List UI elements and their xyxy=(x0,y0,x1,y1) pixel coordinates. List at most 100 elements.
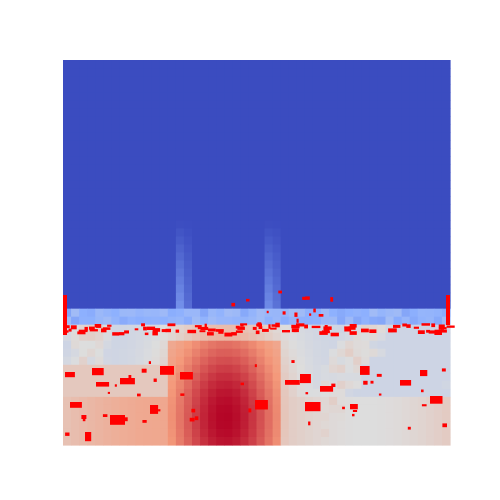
heatmap-cell xyxy=(385,108,395,117)
heatmap-cell xyxy=(280,68,290,77)
heatmap-cell xyxy=(337,60,346,69)
heatmap-cell xyxy=(433,180,443,189)
heatmap-cell xyxy=(296,436,306,446)
heatmap-cell xyxy=(208,332,217,342)
heatmap-cell xyxy=(256,292,266,302)
heatmap-cell xyxy=(296,292,306,302)
heatmap-cell xyxy=(175,92,185,101)
red-speckle xyxy=(296,323,305,327)
heatmap-cell xyxy=(216,396,225,406)
heatmap-cell xyxy=(264,372,274,382)
heatmap-cell xyxy=(208,204,217,213)
heatmap-cell xyxy=(441,348,451,358)
heatmap-cell xyxy=(71,356,80,366)
heatmap-cell xyxy=(288,188,298,197)
heatmap-cell xyxy=(288,68,298,77)
heatmap-cell xyxy=(240,300,250,310)
heatmap-cell xyxy=(143,180,153,189)
heatmap-cell xyxy=(248,236,258,246)
heatmap-cell xyxy=(377,292,387,302)
heatmap-cell xyxy=(353,124,362,133)
heatmap-cell xyxy=(401,300,411,310)
heatmap-cell xyxy=(135,404,145,414)
heatmap-cell xyxy=(208,404,217,414)
heatmap-cell xyxy=(409,92,419,101)
heatmap-cell xyxy=(87,428,96,438)
heatmap-cell xyxy=(345,268,354,278)
heatmap-cell xyxy=(425,332,435,342)
heatmap-cell xyxy=(329,84,338,93)
red-speckle xyxy=(291,360,295,363)
heatmap-cell xyxy=(296,380,306,390)
heatmap-cell xyxy=(425,436,435,446)
heatmap-cell xyxy=(369,276,379,286)
heatmap-cell xyxy=(441,276,451,286)
heatmap-cell xyxy=(79,236,88,246)
heatmap-cell xyxy=(151,300,161,310)
heatmap-cell xyxy=(232,68,241,77)
heatmap-cell xyxy=(127,148,137,157)
heatmap-cell xyxy=(200,156,209,165)
heatmap-cell xyxy=(79,188,88,197)
heatmap-cell xyxy=(425,116,435,125)
heatmap-cell xyxy=(192,84,201,93)
heatmap-cell xyxy=(409,220,419,230)
heatmap-cell xyxy=(159,380,169,390)
red-speckle xyxy=(370,380,374,384)
heatmap-cell xyxy=(409,420,419,430)
heatmap-cell xyxy=(417,220,427,230)
heatmap-cell xyxy=(433,196,443,205)
heatmap-cell xyxy=(208,340,217,350)
heatmap-cell xyxy=(87,268,96,278)
heatmap-cell xyxy=(393,412,403,422)
heatmap-cell xyxy=(87,292,96,302)
heatmap-cell xyxy=(256,244,266,254)
heatmap-cell xyxy=(393,156,403,165)
heatmap-cell xyxy=(87,68,96,77)
heatmap-cell xyxy=(321,252,330,262)
red-speckle xyxy=(348,326,356,330)
heatmap-cell xyxy=(192,308,201,318)
heatmap-cell xyxy=(216,116,225,125)
heatmap-cell xyxy=(103,276,112,286)
heatmap-cell xyxy=(208,132,217,141)
heatmap-cell xyxy=(321,92,330,101)
heatmap-cell xyxy=(353,196,362,205)
heatmap-cell xyxy=(159,292,169,302)
heatmap-cell xyxy=(385,388,395,398)
heatmap-cell xyxy=(361,188,370,197)
heatmap-cell xyxy=(264,292,274,302)
heatmap-cell xyxy=(425,300,435,310)
heatmap-cell xyxy=(248,84,258,93)
heatmap-cell xyxy=(256,92,266,101)
heatmap-cell xyxy=(433,372,443,382)
red-speckle xyxy=(146,326,156,330)
heatmap-cell xyxy=(167,420,177,430)
heatmap-cell xyxy=(175,228,185,238)
heatmap-cell xyxy=(361,388,370,398)
heatmap-cell xyxy=(192,380,201,390)
heatmap-cell xyxy=(296,420,306,430)
heatmap-cell xyxy=(192,316,201,326)
heatmap-cell xyxy=(216,276,225,286)
heatmap-cell xyxy=(417,268,427,278)
heatmap-cell xyxy=(63,324,72,334)
heatmap-cell xyxy=(272,252,282,262)
heatmap-cell xyxy=(296,252,306,262)
heatmap-cell xyxy=(143,196,153,205)
heatmap-cell xyxy=(304,356,314,366)
heatmap-cell xyxy=(159,412,169,422)
heatmap-cell xyxy=(288,148,298,157)
heatmap-cell xyxy=(248,396,258,406)
heatmap-cell xyxy=(192,300,201,310)
heatmap-cell xyxy=(167,220,177,230)
heatmap-cell xyxy=(103,300,112,310)
heatmap-cell xyxy=(425,252,435,262)
heatmap-cell xyxy=(159,84,169,93)
heatmap-cell xyxy=(240,332,250,342)
heatmap-cell xyxy=(385,212,395,222)
heatmap-cell xyxy=(393,436,403,446)
heatmap-cell xyxy=(192,276,201,286)
heatmap-cell xyxy=(425,388,435,398)
heatmap-cell xyxy=(321,140,330,149)
